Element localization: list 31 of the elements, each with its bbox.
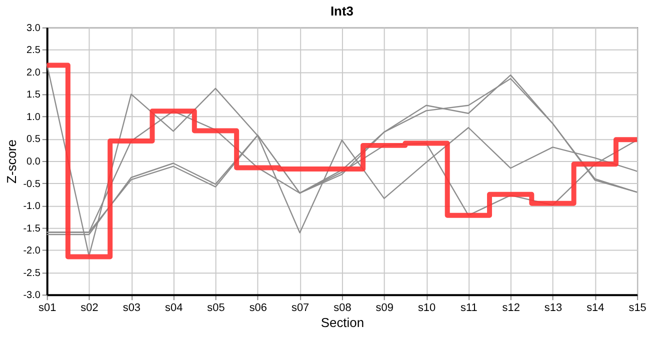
- y-tick-label: 2.5: [26, 45, 41, 56]
- x-tick-label: s05: [207, 302, 225, 314]
- y-tick-label: 0.0: [26, 156, 41, 168]
- x-tick-label: s07: [291, 302, 310, 314]
- x-tick-label: s04: [164, 302, 183, 314]
- y-tick-label: -3.0: [23, 290, 41, 302]
- y-tick-label: -2.0: [23, 246, 41, 257]
- chart-title: Int3: [330, 3, 354, 18]
- x-tick-label: s06: [249, 302, 267, 314]
- y-tick-label: -0.5: [23, 178, 41, 190]
- x-tick-label: s15: [628, 302, 646, 314]
- x-tick-label: s02: [80, 302, 98, 314]
- y-tick-label: -2.5: [23, 268, 41, 279]
- x-tick-label: s09: [376, 302, 394, 314]
- y-tick-label: 1.0: [26, 112, 41, 123]
- y-tick-label: -1.0: [23, 201, 41, 212]
- x-tick-label: s03: [122, 302, 141, 314]
- x-tick-label: s01: [38, 302, 56, 314]
- x-tick-label: s10: [418, 302, 436, 314]
- x-axis-title: Section: [320, 315, 364, 330]
- y-tick-label: 1.5: [26, 90, 41, 101]
- y-tick-label: -1.5: [23, 223, 41, 234]
- x-tick-label: s14: [586, 302, 604, 314]
- x-tick-label: s12: [502, 302, 520, 314]
- y-tick-label: 0.5: [26, 134, 41, 146]
- x-tick-label: s08: [334, 302, 352, 314]
- x-tick-label: s13: [544, 302, 562, 314]
- y-tick-label: 3.0: [26, 22, 41, 34]
- y-tick-label: 2.0: [26, 67, 41, 78]
- y-axis-title: Z-score: [4, 140, 20, 184]
- x-tick-label: s11: [460, 302, 478, 314]
